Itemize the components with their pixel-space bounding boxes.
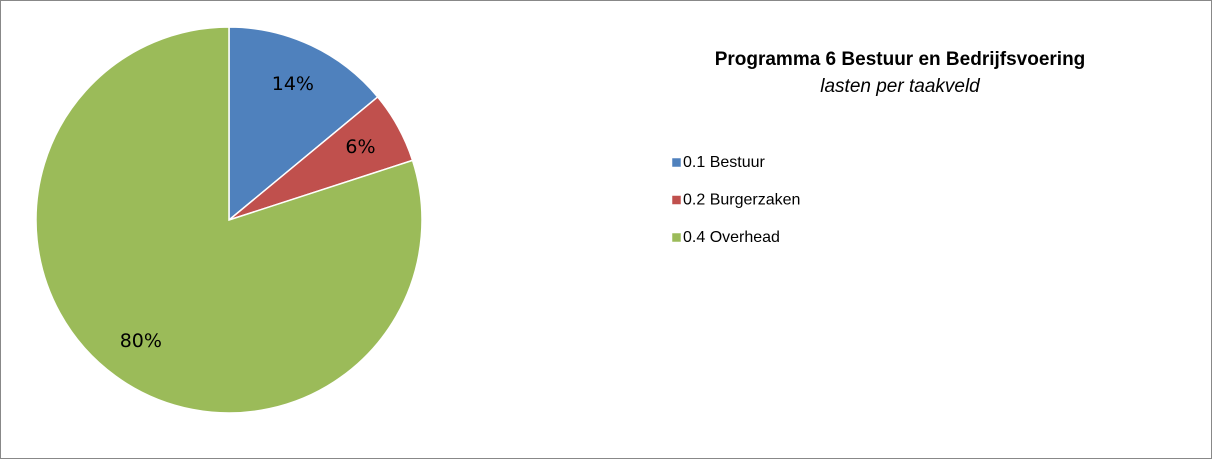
- pie-slice: [35, 26, 423, 414]
- legend-label: 0.1 Bestuur: [683, 154, 766, 171]
- legend-swatch: [671, 157, 682, 168]
- legend-swatch: [671, 232, 682, 243]
- chart-title: Programma 6 Bestuur en Bedrijfsvoering: [715, 49, 1086, 70]
- pie-slice: [228, 26, 379, 222]
- data-label: 14%: [272, 73, 314, 95]
- legend-label: 0.4 Overhead: [683, 229, 780, 246]
- legend-label: 0.2 Burgerzaken: [683, 192, 800, 209]
- data-label: 6%: [345, 136, 375, 158]
- chart-subtitle: lasten per taakveld: [820, 76, 981, 97]
- data-label: 80%: [120, 330, 162, 352]
- legend-swatch: [671, 195, 682, 205]
